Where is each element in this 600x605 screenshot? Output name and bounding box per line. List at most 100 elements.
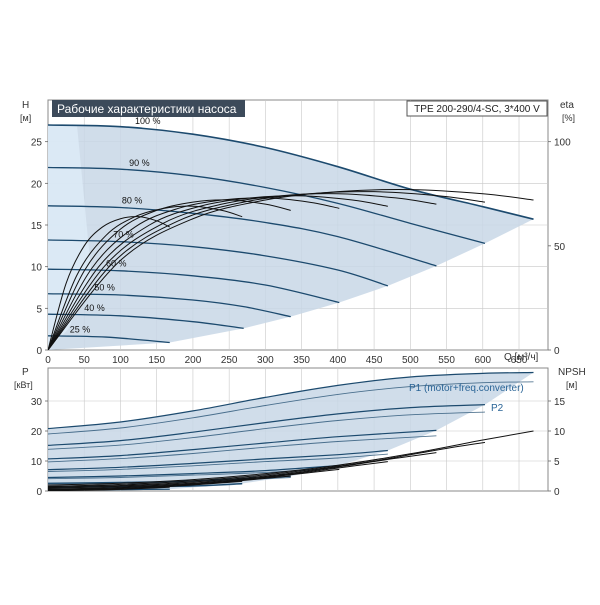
head-curve-70 (48, 239, 389, 287)
x-tick-400: 400 (330, 355, 347, 366)
efficiency-curve-25 (48, 216, 170, 350)
efficiency-curve-40 (48, 205, 243, 350)
head-curve-50 (48, 293, 291, 318)
y-axis-label-p: P (22, 367, 29, 378)
y-axis-unit-p: [кВт] (14, 380, 33, 390)
speed-label-90: 90 % (129, 158, 150, 168)
efficiency-curve-60 (48, 197, 340, 350)
npsh-curve-100 (48, 430, 534, 486)
x-tick-350: 350 (293, 355, 310, 366)
x-tick-150: 150 (148, 355, 165, 366)
npsh-curve-90 (48, 441, 486, 487)
power-envelope-area (48, 372, 534, 491)
x-tick-450: 450 (366, 355, 383, 366)
power-curve-p1-100 (48, 371, 534, 430)
eta-tick-100: 100 (554, 138, 571, 149)
h-tick-15: 15 (31, 221, 43, 232)
speed-label-80: 80 % (122, 196, 143, 206)
speed-labels: 100 % 90 % 80 % 70 % 60 % 50 % 40 % 25 % (70, 116, 161, 334)
power-curve-p1-60 (48, 464, 340, 479)
legend-p1: P1 (motor+freq.converter) (409, 383, 524, 394)
x-tick-100: 100 (112, 355, 129, 366)
x-tick-500: 500 (402, 355, 419, 366)
power-y-tick-labels: 0 10 20 30 (31, 397, 48, 498)
power-curve-p2-80 (48, 435, 437, 463)
speed-label-100: 100 % (135, 116, 161, 126)
h-tick-25: 25 (31, 138, 43, 149)
head-y2-tick-labels: 0 50 100 (548, 138, 571, 357)
y-axis-unit-h: [м] (20, 113, 31, 123)
x-axis-label-q: Q [м³/ч] (504, 352, 539, 363)
power-envelope (48, 372, 534, 491)
eta-tick-50: 50 (554, 242, 566, 253)
operating-envelope (48, 125, 534, 350)
p-tick-10: 10 (31, 457, 43, 468)
h-tick-5: 5 (36, 304, 42, 315)
y2-axis-unit-eta: [%] (562, 113, 575, 123)
efficiency-curves (48, 189, 534, 350)
pump-model: TPE 200-290/4-SC, 3*400 V (414, 104, 540, 115)
p-tick-30: 30 (31, 397, 43, 408)
head-x-tick-labels: 0 50 100 150 200 250 300 350 400 450 500 550 600 650 (45, 355, 528, 366)
power-curves (48, 371, 534, 491)
efficiency-curve-50 (48, 199, 291, 350)
h-tick-20: 20 (31, 179, 43, 190)
head-curve-25 (48, 335, 170, 344)
npsh-curve-60 (48, 468, 340, 490)
speed-label-60: 60 % (106, 259, 127, 269)
chart-title: Рабочие характеристики насоса (57, 102, 237, 116)
head-curve-90 (48, 166, 486, 244)
y2-axis-unit-npsh: [м] (566, 380, 577, 390)
speed-label-70: 70 % (113, 230, 134, 240)
power-curve-p2-90 (48, 411, 485, 450)
power-curve-p2-70 (48, 453, 388, 472)
y-axis-label-h: H (22, 100, 29, 111)
efficiency-curve-70 (48, 195, 388, 350)
eta-tick-0: 0 (554, 346, 560, 357)
x-tick-650: 650 (511, 355, 528, 366)
head-curve-60 (48, 268, 340, 304)
speed-label-50: 50 % (94, 283, 115, 293)
head-curve-40 (48, 313, 244, 329)
efficiency-curve-80 (48, 193, 437, 350)
npsh-tick-5: 5 (554, 457, 560, 468)
x-tick-200: 200 (185, 355, 202, 366)
head-panel: 100 %90 %80 %70 %60 %50 %40 %25 % 0 50 100… (20, 99, 575, 366)
x-tick-300: 300 (257, 355, 274, 366)
legend-p2: P2 (491, 403, 504, 414)
efficiency-curve-100 (48, 189, 534, 350)
npsh-curve-25 (48, 486, 170, 491)
head-y-tick-labels: 0 5 10 15 20 25 (31, 138, 48, 357)
chart-title-bg (52, 100, 245, 117)
y2-axis-label-npsh: NPSH (558, 367, 586, 378)
x-tick-550: 550 (438, 355, 455, 366)
head-curve-80 (48, 205, 437, 267)
head-curves (48, 124, 534, 344)
y2-axis-label-eta: eta (560, 100, 574, 111)
x-tick-0: 0 (45, 355, 51, 366)
model-box (406, 100, 548, 117)
speed-label-25: 25 % (70, 324, 91, 334)
npsh-curve-70 (48, 461, 388, 489)
npsh-tick-10: 10 (554, 427, 566, 438)
x-tick-50: 50 (79, 355, 91, 366)
power-curve-p2-100 (48, 381, 534, 435)
npsh-curve-50 (48, 475, 291, 490)
speed-label-40: 40 % (84, 303, 105, 313)
power-curve-p1-70 (48, 449, 388, 471)
npsh-curve-40 (48, 480, 243, 491)
power-panel: 0 10 20 30 0 5 10 15 P [кВт] NPSH [м] P1 (moto… (14, 367, 586, 498)
p-tick-20: 20 (31, 427, 43, 438)
head-curve-100 (48, 124, 534, 220)
npsh-curves (48, 430, 534, 491)
npsh-tick-0: 0 (554, 487, 560, 498)
x-tick-250: 250 (221, 355, 238, 366)
npsh-y-tick-labels: 0 5 10 15 (548, 397, 566, 498)
h-tick-0: 0 (36, 346, 42, 357)
h-tick-10: 10 (31, 263, 43, 274)
power-curve-p1-90 (48, 404, 485, 446)
npsh-tick-15: 15 (554, 397, 566, 408)
npsh-curve-80 (48, 452, 437, 488)
